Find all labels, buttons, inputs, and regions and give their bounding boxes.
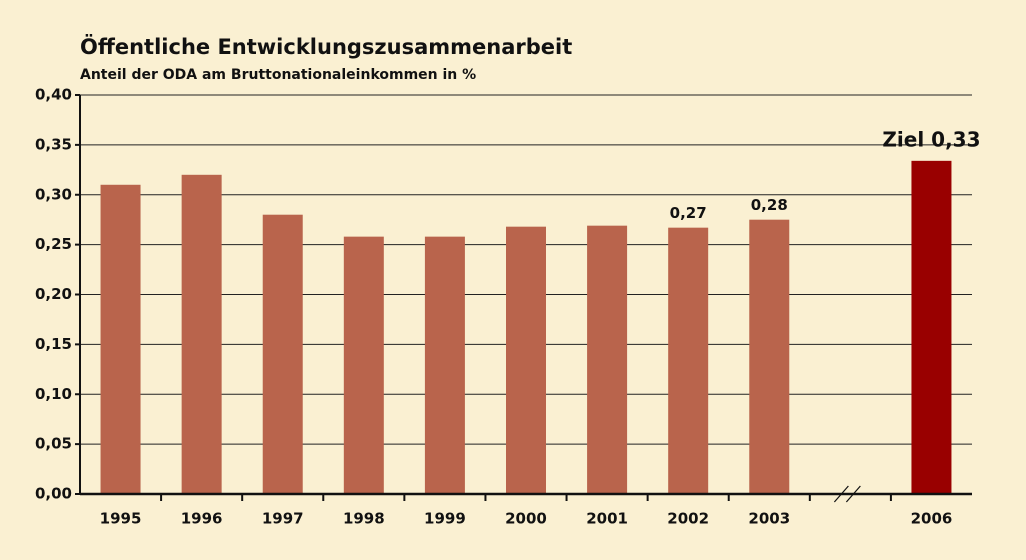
x-tick-label: 1999 <box>424 510 466 528</box>
data-label: 0,27 <box>670 204 707 222</box>
chart-subtitle: Anteil der ODA am Bruttonationaleinkomme… <box>80 67 476 83</box>
y-tick-label: 0,05 <box>35 435 72 453</box>
bar <box>506 226 546 495</box>
y-tick-label: 0,15 <box>35 335 72 353</box>
x-tick-label: 1995 <box>100 510 142 528</box>
y-tick-label: 0,40 <box>35 86 72 104</box>
bar <box>587 225 628 495</box>
data-label: 0,28 <box>751 196 788 214</box>
bar <box>262 214 303 494</box>
x-tick-label: 2006 <box>911 510 953 528</box>
bar <box>911 160 952 494</box>
bar <box>424 236 465 494</box>
x-tick-label: 2003 <box>748 510 790 528</box>
chart-title: Öffentliche Entwicklungszusammenarbeit <box>80 34 572 59</box>
y-tick-label: 0,25 <box>35 235 72 253</box>
x-tick-label: 2000 <box>505 510 547 528</box>
y-tick-label: 0,10 <box>35 385 72 403</box>
x-tick-label: 2002 <box>667 510 709 528</box>
bar <box>181 174 222 495</box>
y-tick-label: 0,00 <box>35 485 72 503</box>
y-tick-label: 0,30 <box>35 185 72 203</box>
x-tick-label: 1998 <box>343 510 385 528</box>
x-tick-label: 1997 <box>262 510 304 528</box>
bar <box>668 227 709 495</box>
bar <box>100 184 141 494</box>
data-label: Ziel 0,33 <box>882 127 980 151</box>
bar <box>749 219 790 494</box>
bar <box>343 236 384 494</box>
y-tick-label: 0,20 <box>35 285 72 303</box>
y-tick-label: 0,35 <box>35 135 72 153</box>
x-tick-label: 2001 <box>586 510 628 528</box>
x-tick-label: 1996 <box>181 510 223 528</box>
